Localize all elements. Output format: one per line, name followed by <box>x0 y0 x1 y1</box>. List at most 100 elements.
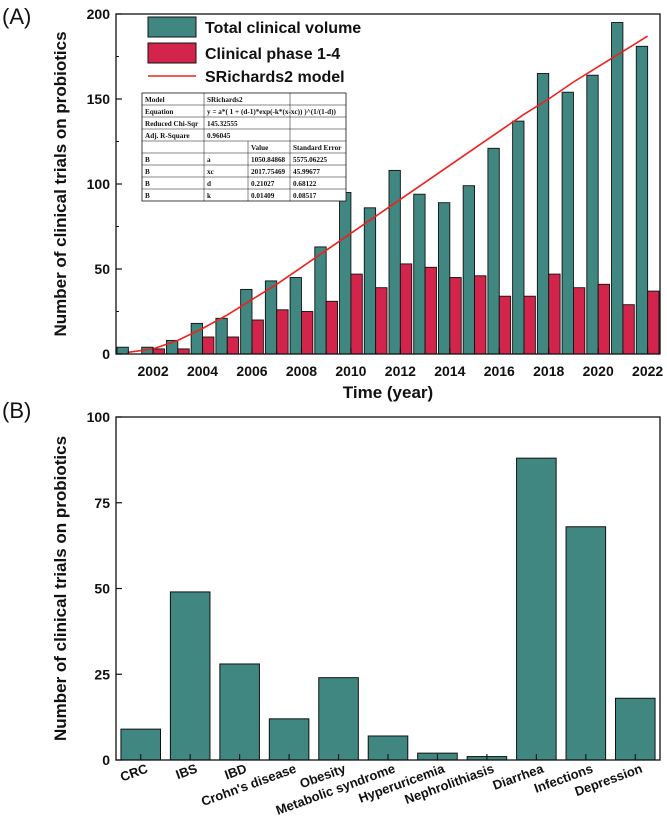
stats-cell: xc <box>207 168 215 176</box>
panel-b-y-axis-title: Number of clinical trials on probiotics <box>51 436 70 741</box>
y-tick-label: 75 <box>94 495 110 511</box>
bar-phase-2011 <box>375 287 388 355</box>
bar-total-2011 <box>363 207 377 355</box>
stats-cell: Model <box>145 96 165 104</box>
x-tick-label: 2012 <box>385 363 416 379</box>
bar-total-2018 <box>536 73 550 355</box>
bar-total-2005 <box>215 317 228 355</box>
stats-cell: Standard Error <box>293 144 342 152</box>
bar-obesity <box>318 677 359 761</box>
bar-phase-2022 <box>647 290 660 355</box>
y-tick-label: 50 <box>94 261 110 277</box>
stats-cell: Value <box>251 144 268 152</box>
x-tick-label: 2014 <box>434 363 465 379</box>
panel-a-bars <box>116 22 660 355</box>
panel-a-x-ticks: 2002 2004 2006 2008 2010 2012 2014 2016 2018 2020… <box>127 348 663 379</box>
bar-phase-2019 <box>573 287 586 355</box>
panel-a: (A) 0 50 100 150 200 2002 2004 2006 2008 2010 201… <box>2 4 663 402</box>
bar-total-2013 <box>413 193 426 355</box>
x-tick-label: 2004 <box>187 363 218 379</box>
bar-depression <box>614 697 656 761</box>
bar-total-2016 <box>487 147 500 355</box>
stats-cell: 145.32555 <box>207 120 238 128</box>
bar-phase-2004 <box>202 336 215 355</box>
bar-phase-2013 <box>424 266 437 355</box>
bar-total-2020 <box>586 74 599 355</box>
y-tick-label: 25 <box>94 666 110 682</box>
bar-phase-2017 <box>523 295 536 355</box>
legend-label-model: SRichards2 model <box>205 69 345 86</box>
bar-total-2017 <box>512 120 525 355</box>
bar-total-2019 <box>561 91 574 355</box>
bar-phase-2005 <box>226 336 240 355</box>
y-tick-label: 150 <box>87 91 111 107</box>
stats-cell: k <box>207 192 211 200</box>
bar-total-2009 <box>314 246 327 355</box>
bar-phase-2014 <box>449 277 462 355</box>
panel-b-label: (B) <box>2 398 31 423</box>
y-tick-label: 50 <box>94 581 110 597</box>
bar-phase-2007 <box>276 309 289 355</box>
stats-cell: B <box>145 156 150 164</box>
bar-total-2004 <box>190 322 203 355</box>
bar-diarrhea <box>516 457 557 761</box>
x-tick-label: 2016 <box>484 363 515 379</box>
bar-total-2012 <box>388 169 401 355</box>
category-label: IBD <box>222 761 248 783</box>
bar-phase-2020 <box>597 283 611 355</box>
stats-cell: Adj. R-Square <box>145 132 190 140</box>
legend-swatch-phase <box>147 42 197 64</box>
bar-phase-2003 <box>177 348 190 355</box>
bar-total-2007 <box>264 280 278 355</box>
stats-cell: 0.68122 <box>293 180 317 188</box>
x-tick-label: 2022 <box>632 363 663 379</box>
stats-cell: d <box>207 180 211 188</box>
panel-a-legend: Total clinical volume Clinical phase 1-4… <box>147 16 361 86</box>
stats-cell: y = a*( 1 + (d-1)*exp(-k*(x-xc)) )^(1/(1… <box>207 108 337 116</box>
bar-total-2022 <box>635 45 649 355</box>
bar-phase-2010 <box>350 273 363 355</box>
fit-statistics-table: Model SRichards2 Equation y = a*( 1 + (d-1)… <box>141 92 347 202</box>
x-tick-label: 2008 <box>286 363 317 379</box>
panel-a-x-axis-title: Time (year) <box>343 383 433 402</box>
bar-phase-2015 <box>474 275 487 355</box>
bar-total-2001 <box>116 346 129 355</box>
stats-cell: 2017.75469 <box>251 168 286 176</box>
bar-infections <box>565 526 607 761</box>
srichards2-model-line <box>128 35 649 354</box>
x-tick-label: 2018 <box>533 363 564 379</box>
bar-total-2010 <box>339 192 352 355</box>
stats-cell: 5575.06225 <box>293 156 328 164</box>
legend-label-total: Total clinical volume <box>205 20 361 37</box>
bar-total-2006 <box>240 288 253 355</box>
stats-table-cells: Model SRichards2 Equation y = a*( 1 + (d-1)… <box>145 96 342 200</box>
bar-phase-2012 <box>399 263 413 355</box>
stats-cell: 0.96045 <box>207 132 231 140</box>
stats-table-grid <box>142 93 346 201</box>
stats-cell: 1050.84868 <box>251 156 286 164</box>
legend-swatch-total <box>147 16 197 38</box>
bar-total-2014 <box>437 202 451 355</box>
stats-cell: B <box>145 192 150 200</box>
bar-total-2008 <box>289 277 302 355</box>
stats-cell: Reduced Chi-Sqr <box>145 120 199 128</box>
bar-ibd <box>219 663 260 761</box>
stats-cell: B <box>145 180 150 188</box>
bar-phase-2008 <box>301 311 314 355</box>
stats-cell: Equation <box>145 108 173 116</box>
x-tick-label: 2010 <box>335 363 366 379</box>
x-tick-label: 2002 <box>138 363 169 379</box>
y-tick-label: 0 <box>102 752 110 768</box>
x-tick-label: 2006 <box>236 363 267 379</box>
panel-b-bars <box>120 457 656 761</box>
y-tick-label: 200 <box>87 6 111 22</box>
stats-cell: B <box>145 168 150 176</box>
panel-a-label: (A) <box>2 4 31 29</box>
y-tick-label: 100 <box>87 409 111 425</box>
bar-phase-2016 <box>498 295 512 355</box>
stats-cell: 0.21027 <box>251 180 275 188</box>
stats-cell: 45.99677 <box>293 168 320 176</box>
stats-cell: a <box>207 156 211 164</box>
